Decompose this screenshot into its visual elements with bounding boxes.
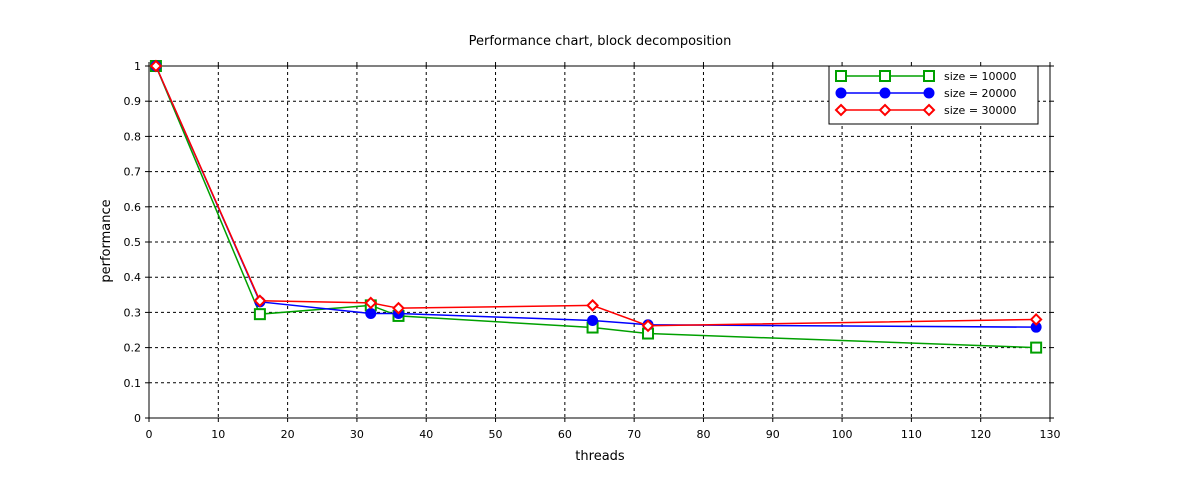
x-tick-label: 30	[350, 428, 364, 441]
y-tick-label: 0.1	[124, 377, 142, 390]
x-tick-label: 90	[766, 428, 780, 441]
data-point	[587, 314, 599, 326]
data-point	[1029, 313, 1043, 326]
data-point	[641, 319, 655, 333]
legend-entry: size = 20000	[835, 87, 1017, 100]
x-tick-label: 120	[970, 428, 991, 441]
data-point	[364, 296, 378, 310]
legend-label: size = 30000	[944, 104, 1017, 117]
legend-label: size = 10000	[944, 70, 1017, 83]
y-tick-label: 0.3	[124, 306, 142, 319]
series-layer	[149, 59, 1043, 354]
legend-label: size = 20000	[944, 87, 1017, 100]
x-tick-label: 130	[1040, 428, 1061, 441]
data-point	[365, 307, 377, 319]
y-tick-label: 0.4	[124, 271, 142, 284]
x-tick-label: 60	[558, 428, 572, 441]
legend-entry: size = 30000	[834, 103, 1017, 117]
x-tick-label: 20	[281, 428, 295, 441]
y-tick-label: 0.6	[124, 201, 142, 214]
x-tick-label: 50	[489, 428, 503, 441]
y-tick-label: 0	[134, 412, 141, 425]
y-tick-label: 0.2	[124, 342, 142, 355]
y-tick-label: 0.7	[124, 166, 142, 179]
y-tick-label: 0.8	[124, 130, 142, 143]
legend-marker	[922, 103, 936, 117]
y-axis-label: performance	[99, 199, 114, 282]
x-tick-label: 80	[696, 428, 710, 441]
data-point	[392, 301, 405, 315]
y-tick-label: 0.5	[124, 236, 142, 249]
chart-title: Performance chart, block decomposition	[469, 34, 732, 49]
legend-entry: size = 10000	[835, 70, 1017, 83]
legend-marker	[923, 70, 935, 82]
data-point	[1030, 341, 1043, 354]
y-tick-label: 0.9	[124, 95, 142, 108]
x-tick-label: 40	[419, 428, 433, 441]
x-axis-label: threads	[575, 449, 625, 464]
legend-marker	[835, 87, 847, 99]
axes: 0 10 20 30 40 50 60 70 80 90 100 110 120 130 0 0.1 0.2 0.…	[124, 60, 1061, 441]
legend-marker	[835, 70, 847, 82]
legend-marker	[834, 103, 848, 117]
x-tick-label: 100	[832, 428, 853, 441]
data-point	[253, 308, 266, 321]
data-point	[149, 59, 163, 73]
legend-marker	[879, 70, 891, 82]
x-tick-label: 10	[211, 428, 225, 441]
legend-marker	[878, 103, 892, 117]
series-3	[149, 59, 1043, 333]
legend-marker	[923, 87, 935, 99]
data-point	[586, 298, 599, 312]
data-point	[253, 294, 267, 308]
x-tick-label: 70	[627, 428, 641, 441]
x-tick-label: 110	[901, 428, 922, 441]
legend: size = 10000 size = 20000 size = 30000	[828, 65, 1039, 125]
y-tick-label: 1	[134, 60, 141, 73]
legend-marker	[879, 87, 891, 99]
x-tick-label: 0	[146, 428, 153, 441]
